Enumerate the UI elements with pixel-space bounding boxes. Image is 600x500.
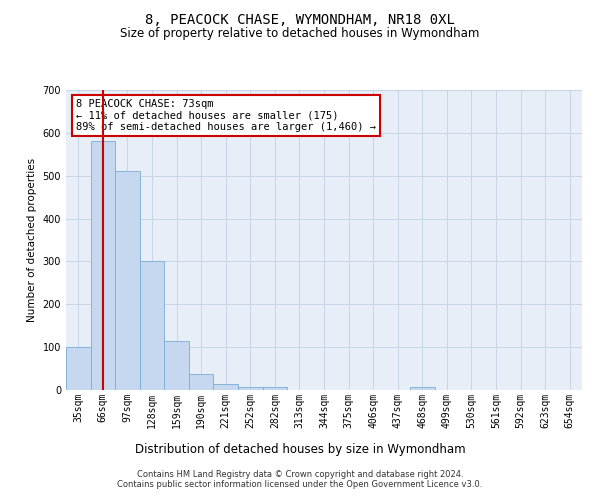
Text: 8, PEACOCK CHASE, WYMONDHAM, NR18 0XL: 8, PEACOCK CHASE, WYMONDHAM, NR18 0XL — [145, 12, 455, 26]
Bar — [91, 142, 115, 390]
Bar — [263, 388, 287, 390]
Text: 8 PEACOCK CHASE: 73sqm
← 11% of detached houses are smaller (175)
89% of semi-de: 8 PEACOCK CHASE: 73sqm ← 11% of detached… — [76, 99, 376, 132]
Bar — [189, 374, 214, 390]
Y-axis label: Number of detached properties: Number of detached properties — [27, 158, 37, 322]
Bar — [115, 172, 140, 390]
Bar — [410, 388, 434, 390]
Bar — [140, 262, 164, 390]
Text: Distribution of detached houses by size in Wymondham: Distribution of detached houses by size … — [134, 442, 466, 456]
Bar — [238, 386, 263, 390]
Bar — [164, 340, 189, 390]
Bar — [66, 347, 91, 390]
Text: Contains HM Land Registry data © Crown copyright and database right 2024.
Contai: Contains HM Land Registry data © Crown c… — [118, 470, 482, 490]
Text: Size of property relative to detached houses in Wymondham: Size of property relative to detached ho… — [121, 28, 479, 40]
Bar — [214, 384, 238, 390]
